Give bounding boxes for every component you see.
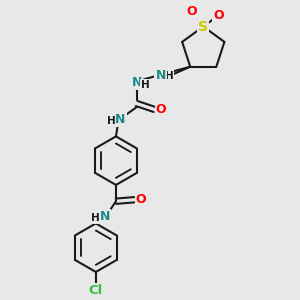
Text: N: N xyxy=(131,76,142,89)
Text: H: H xyxy=(91,213,100,223)
Text: H: H xyxy=(141,80,150,90)
Text: H: H xyxy=(164,70,173,81)
Text: Cl: Cl xyxy=(89,284,103,297)
Text: N: N xyxy=(100,210,110,223)
Text: S: S xyxy=(198,20,208,34)
Text: O: O xyxy=(187,5,197,18)
Text: H: H xyxy=(106,116,115,126)
Text: O: O xyxy=(213,9,224,22)
Text: N: N xyxy=(115,113,126,126)
Text: O: O xyxy=(156,103,166,116)
Text: N: N xyxy=(155,68,166,82)
Text: O: O xyxy=(136,193,146,206)
